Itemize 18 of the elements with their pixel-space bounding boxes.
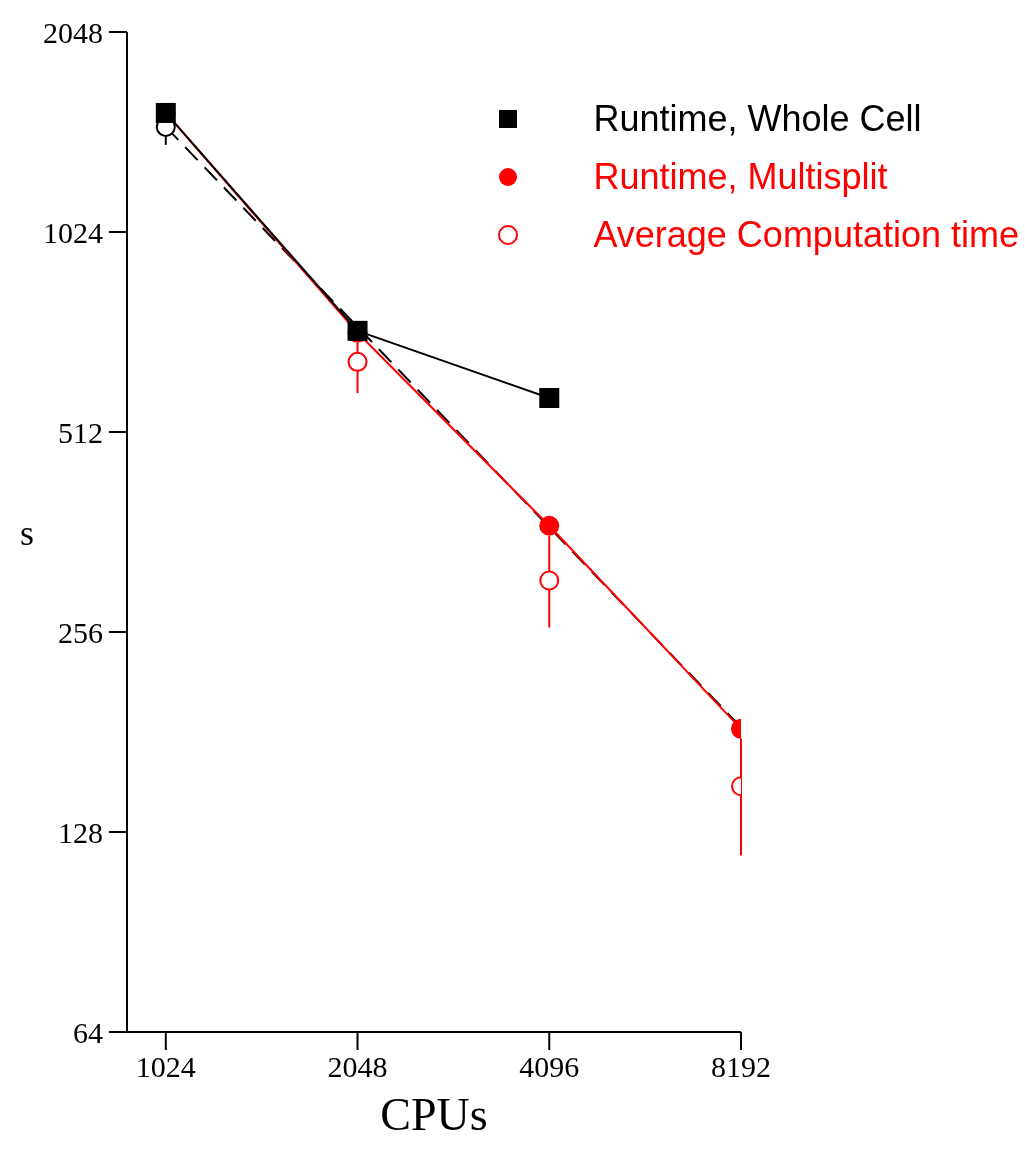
y-tick-label: 256 — [58, 615, 103, 649]
x-tick-label: 8192 — [711, 1050, 771, 1084]
x-axis-title: CPUs — [380, 1089, 488, 1140]
x-tick-label: 1024 — [135, 1050, 196, 1084]
y-axis-title: s — [20, 512, 35, 553]
legend-label: Runtime, Multisplit — [593, 155, 888, 199]
point — [539, 388, 560, 409]
x-tick-label: 2048 — [327, 1050, 388, 1084]
legend-label: Average Computation time — [593, 213, 1019, 257]
point — [347, 351, 368, 372]
legend-label: Runtime, Whole Cell — [593, 97, 922, 141]
y-tick-label: 128 — [58, 815, 103, 849]
y-tick-label: 512 — [58, 415, 103, 449]
y-tick-label: 64 — [73, 1015, 103, 1049]
y-tick-label: 1024 — [43, 215, 103, 249]
y-tick-label: 2048 — [43, 15, 103, 49]
x-tick-label: 4096 — [519, 1050, 580, 1084]
point — [539, 570, 560, 591]
